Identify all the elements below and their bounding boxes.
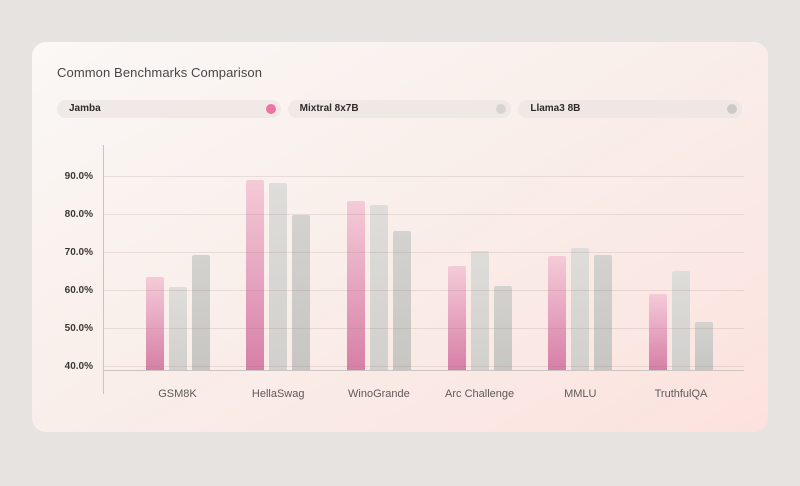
legend-color-dot-icon [727, 104, 738, 114]
bar-group-mmlu [548, 248, 613, 370]
legend-item-mixtral-8x7b[interactable]: Mixtral 8x7B [287, 100, 512, 118]
bar-group-winogrande [346, 201, 411, 370]
y-axis-tick-label: 80.0% [64, 208, 93, 220]
bar-group-gsm8k [145, 254, 210, 370]
bar-group-arc-challenge [447, 250, 512, 370]
legend-item-label: Mixtral 8x7B [299, 103, 359, 114]
bar-mixtral-8x7b-hellaswag [269, 183, 288, 370]
x-axis-category-label: TruthfulQA [654, 388, 708, 400]
legend-color-dot-icon [265, 104, 276, 114]
bar-llama3-8b-arc-challenge [493, 285, 512, 370]
gridline [104, 213, 744, 215]
legend-color-dot-icon [496, 104, 507, 114]
gridline [104, 251, 744, 253]
gridline [104, 328, 744, 330]
y-axis-tick-label: 60.0% [64, 284, 93, 296]
bar-llama3-8b-gsm8k [191, 254, 210, 370]
chart-title: Common Benchmarks Comparison [57, 65, 263, 80]
x-axis-category-label: GSM8K [158, 388, 197, 400]
legend-item-jamba[interactable]: Jamba [57, 100, 281, 118]
x-axis-category-label: WinoGrande [348, 388, 410, 400]
chart-card: Common Benchmarks Comparison Jamba Mixtra… [32, 42, 768, 432]
x-axis-line [103, 370, 744, 371]
bar-jamba-arc-challenge [447, 265, 466, 370]
gridline [104, 289, 744, 291]
bar-group-truthfulqa [649, 271, 713, 370]
legend: Jamba Mixtral 8x7B Llama3 8B [57, 100, 743, 118]
gridline [104, 175, 744, 177]
legend-item-label: Jamba [69, 103, 101, 114]
bar-llama3-8b-winogrande [392, 231, 411, 370]
bar-jamba-hellaswag [246, 180, 265, 370]
x-axis-category-label: MMLU [564, 388, 597, 400]
bar-jamba-mmlu [548, 256, 567, 370]
y-axis-tick-label: 50.0% [64, 323, 93, 335]
bar-mixtral-8x7b-arc-challenge [470, 250, 489, 370]
bar-mixtral-8x7b-winogrande [369, 204, 388, 370]
y-axis-tick-label: 70.0% [64, 246, 93, 258]
legend-item-label: Llama3 8B [530, 103, 581, 114]
bar-mixtral-8x7b-gsm8k [168, 286, 187, 370]
bar-group-hellaswag [246, 180, 311, 370]
bar-llama3-8b-truthfulqa [695, 321, 713, 370]
bar-jamba-gsm8k [145, 277, 164, 370]
legend-item-llama3-8b[interactable]: Llama3 8B [518, 100, 743, 118]
x-axis-category-label: HellaSwag [251, 388, 305, 400]
bar-llama3-8b-mmlu [594, 255, 613, 370]
bar-mixtral-8x7b-mmlu [571, 248, 590, 370]
chart-plot: 40.0% 50.0% 60.0% 70.0% 80.0% 90.0% GSM8K Hella… [65, 145, 744, 400]
y-axis-line [103, 145, 104, 394]
bar-jamba-truthfulqa [649, 293, 667, 370]
gridline [104, 366, 744, 368]
y-axis-tick-label: 90.0% [64, 170, 93, 182]
bar-mixtral-8x7b-truthfulqa [672, 271, 690, 370]
x-axis-category-label: Arc Challenge [445, 388, 515, 400]
y-axis-tick-label: 40.0% [64, 361, 93, 373]
bar-jamba-winogrande [346, 201, 365, 370]
bar-llama3-8b-hellaswag [292, 215, 311, 370]
